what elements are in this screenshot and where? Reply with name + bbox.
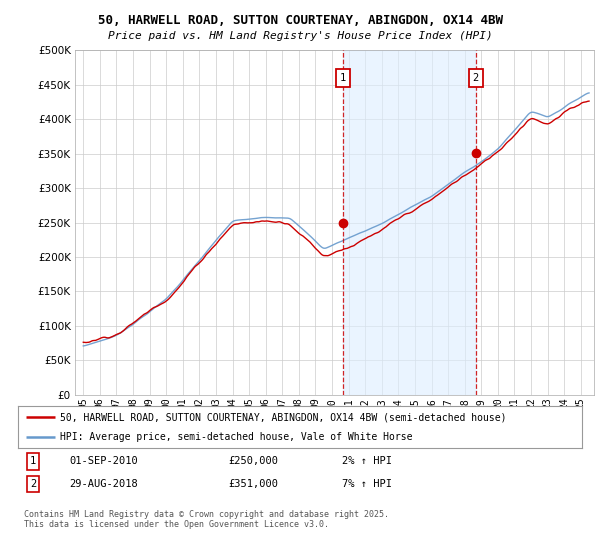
- Text: Price paid vs. HM Land Registry's House Price Index (HPI): Price paid vs. HM Land Registry's House …: [107, 31, 493, 41]
- Bar: [343, 50, 476, 395]
- Text: 1: 1: [30, 456, 36, 466]
- Text: £351,000: £351,000: [228, 479, 278, 489]
- Text: 2: 2: [30, 479, 36, 489]
- Text: £250,000: £250,000: [228, 456, 278, 466]
- Text: HPI: Average price, semi-detached house, Vale of White Horse: HPI: Average price, semi-detached house,…: [60, 432, 413, 442]
- Text: 50, HARWELL ROAD, SUTTON COURTENAY, ABINGDON, OX14 4BW: 50, HARWELL ROAD, SUTTON COURTENAY, ABIN…: [97, 14, 503, 27]
- Text: 50, HARWELL ROAD, SUTTON COURTENAY, ABINGDON, OX14 4BW (semi-detached house): 50, HARWELL ROAD, SUTTON COURTENAY, ABIN…: [60, 412, 507, 422]
- Text: 2: 2: [473, 73, 479, 83]
- Text: 7% ↑ HPI: 7% ↑ HPI: [342, 479, 392, 489]
- Text: 2% ↑ HPI: 2% ↑ HPI: [342, 456, 392, 466]
- Text: 01-SEP-2010: 01-SEP-2010: [69, 456, 138, 466]
- Text: 29-AUG-2018: 29-AUG-2018: [69, 479, 138, 489]
- Text: Contains HM Land Registry data © Crown copyright and database right 2025.
This d: Contains HM Land Registry data © Crown c…: [24, 510, 389, 529]
- Text: 1: 1: [340, 73, 346, 83]
